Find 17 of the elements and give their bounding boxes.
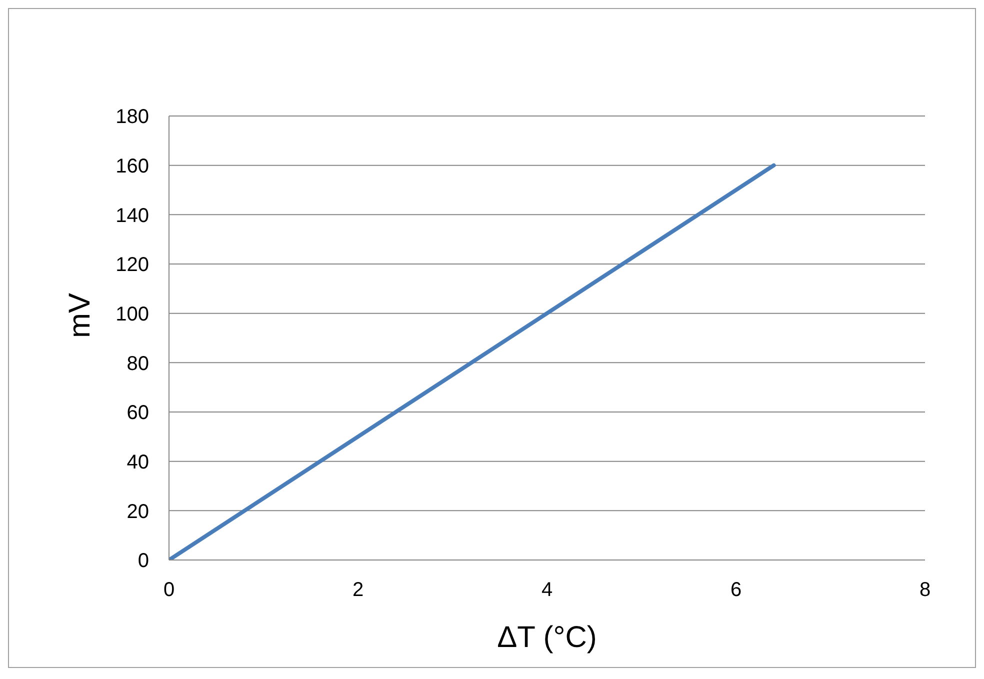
y-tick-label: 20	[126, 500, 149, 523]
y-tick-label: 140	[116, 204, 149, 227]
x-tick-label: 2	[352, 579, 364, 602]
x-axis-title: ΔT (°C)	[497, 621, 597, 654]
y-tick-label: 60	[126, 402, 149, 424]
y-tick-label: 100	[116, 303, 149, 326]
y-tick-label: 180	[116, 106, 149, 128]
y-tick-label: 40	[126, 451, 149, 474]
x-tick-label: 0	[163, 579, 175, 602]
x-tick-label: 8	[919, 579, 931, 602]
y-axis-title: mV	[64, 293, 97, 338]
y-tick-label: 120	[116, 254, 149, 276]
y-tick-label: 0	[138, 550, 149, 572]
x-tick-label: 4	[541, 579, 553, 602]
y-tick-label: 160	[116, 155, 149, 178]
y-tick-label: 80	[126, 352, 149, 375]
x-tick-label: 6	[730, 579, 742, 602]
